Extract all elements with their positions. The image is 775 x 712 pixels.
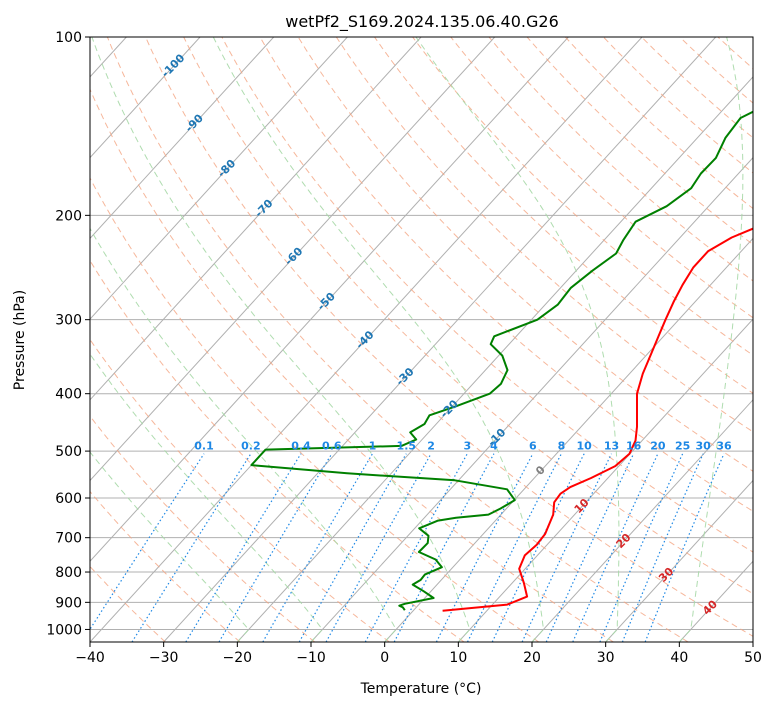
mixing-ratio-label: 0.2 (241, 440, 261, 453)
y-tick-label: 1000 (46, 622, 82, 638)
isotherm-gridline (0, 37, 274, 642)
dry-adiabat (0, 37, 315, 642)
isotherm-gridline (385, 37, 775, 642)
y-tick-label: 700 (55, 531, 82, 547)
dry-adiabat (603, 37, 775, 642)
mixing-ratio-label: 36 (716, 440, 732, 453)
mixing-ratio-line (600, 454, 683, 642)
grid-layer (0, 37, 775, 642)
mixing-ratio-label: 16 (626, 440, 642, 453)
y-tick-label: 200 (55, 208, 82, 224)
dry-adiabats (0, 37, 775, 642)
mixing-ratio-line (365, 454, 467, 642)
x-tick-label: −10 (296, 650, 326, 666)
x-tick-label: 40 (670, 650, 688, 666)
isotherm-gridline (532, 37, 775, 642)
x-tick-label: −40 (75, 650, 105, 666)
chart-title: wetPf2_S169.2024.135.06.40.G26 (285, 12, 559, 32)
dry-adiabat (718, 37, 775, 642)
mixing-ratio-line (299, 454, 406, 642)
mixing-ratio-label: 30 (696, 440, 712, 453)
mixing-ratio-lines (82, 454, 724, 642)
dewpoint-profile (251, 37, 775, 610)
mixing-ratio-line (468, 454, 562, 642)
y-tick-label: 400 (55, 387, 82, 403)
moist-adiabat (22, 73, 396, 642)
isotherm-gridline (164, 37, 716, 642)
dry-adiabat (146, 37, 763, 642)
mixing-ratio-label: 1 (369, 440, 377, 453)
dry-adiabat (375, 37, 775, 642)
y-tick-label: 500 (55, 444, 82, 460)
mixing-ratio-line (522, 454, 611, 642)
mixing-ratio-label: 25 (675, 440, 690, 453)
mixing-ratio-label: 2 (427, 440, 435, 453)
x-tick-label: 30 (597, 650, 615, 666)
mixing-ratio-label: 0.4 (291, 440, 311, 453)
mixing-ratio-label: 0.1 (194, 440, 214, 453)
mixing-ratio-label: 3 (463, 440, 471, 453)
dry-adiabat (756, 37, 775, 642)
mixing-ratio-line (82, 454, 204, 642)
y-axis-label: Pressure (hPa) (12, 290, 28, 390)
dry-adiabat (680, 37, 775, 642)
isotherm-gridline (679, 37, 775, 642)
mixing-ratio-label: 20 (650, 440, 666, 453)
isotherm-gridline (16, 37, 568, 642)
y-tick-label: 300 (55, 313, 82, 329)
isotherm-gridline (237, 37, 775, 642)
moist-adiabat (213, 37, 543, 642)
isotherm-gridline (606, 37, 775, 642)
dry-adiabat (451, 37, 775, 642)
mixing-ratio-line (263, 454, 373, 642)
isotherm-gridline (0, 37, 200, 642)
mixing-ratio-label: 1.5 (397, 440, 417, 453)
y-tick-label: 900 (55, 595, 82, 611)
x-axis-label: Temperature (°C) (360, 681, 482, 697)
y-tick-label: 600 (55, 491, 82, 507)
mixing-ratio-label: 8 (558, 440, 566, 453)
dry-adiabat (642, 37, 775, 642)
dry-adiabat (0, 37, 240, 642)
y-tick-label: 100 (55, 30, 82, 46)
mixing-ratio-label: 13 (604, 440, 619, 453)
isotherm-gridline (753, 37, 775, 642)
x-tick-label: 0 (380, 650, 389, 666)
dry-adiabat (565, 37, 775, 642)
x-axis: −40 −30 −20 −10 0 10 20 30 40 50 (75, 642, 762, 666)
dry-adiabat (69, 37, 613, 642)
y-tick-label: 800 (55, 565, 82, 581)
x-tick-label: 10 (449, 650, 467, 666)
mixing-ratio-label: 10 (577, 440, 593, 453)
mixing-ratio-line (132, 454, 251, 642)
y-axis: 100 200 300 400 500 600 700 800 900 1000 (46, 30, 90, 638)
mixing-ratio-label: 6 (529, 440, 537, 453)
isotherm-gridline (0, 37, 347, 642)
x-tick-label: 20 (523, 650, 541, 666)
x-tick-label: −30 (149, 650, 179, 666)
isotherm-gridline (311, 37, 775, 642)
dry-adiabat (336, 37, 775, 642)
temperature-profile (443, 37, 775, 611)
x-tick-label: −20 (223, 650, 253, 666)
x-tick-label: 50 (744, 650, 762, 666)
mixing-ratio-label: 0.6 (322, 440, 342, 453)
dry-adiabat (222, 37, 775, 642)
dry-adiabat (260, 37, 775, 642)
